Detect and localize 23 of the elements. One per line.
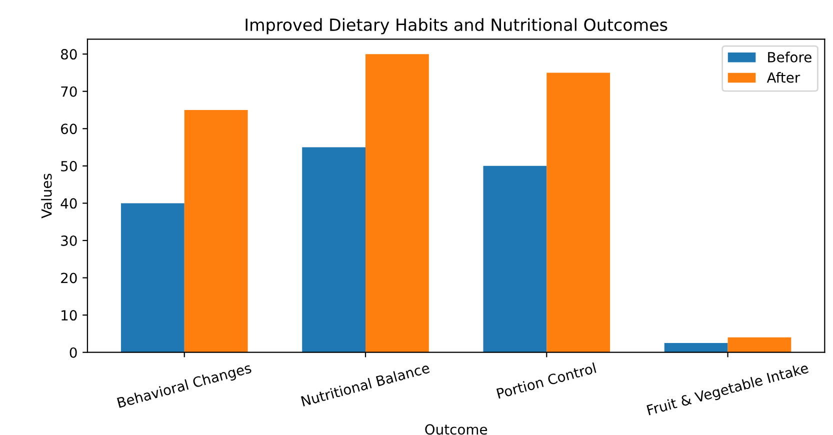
bar [728,337,792,352]
legend-label: Before [768,52,812,62]
y-tick-label: 40 [60,198,77,209]
y-tick-label: 50 [61,160,77,172]
bar [546,72,610,352]
y-tick-label: 80 [61,49,77,60]
bar [120,203,184,352]
bar [664,343,728,352]
y-tick-label: 60 [61,124,77,134]
y-axis-title: Values [41,174,52,218]
y-tick-label: 20 [61,272,77,284]
y-tick-label: 30 [61,235,77,246]
x-axis-title: Outcome [425,424,488,435]
bar [184,110,248,352]
chart-title: Improved Dietary Habits and Nutritional Outcomes [246,18,668,34]
legend-label: After [766,72,800,83]
bar [483,166,547,352]
y-tick-label: 10 [62,310,77,321]
y-tick-label: 0 [70,347,77,358]
y-tick-label: 70 [61,86,77,97]
bar [302,147,366,352]
x-tick-label: Portion Control [496,362,596,399]
bar [366,54,429,352]
